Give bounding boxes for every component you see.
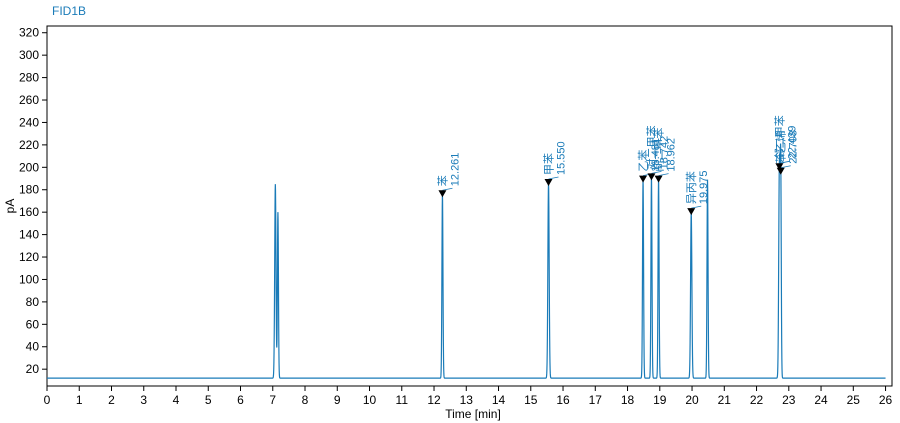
x-tick-label: 0 — [44, 393, 51, 407]
label-connector — [442, 187, 453, 191]
peak-compound-label: 乙苯 — [636, 150, 650, 172]
peak-marker — [639, 175, 648, 183]
x-tick-label: 22 — [750, 393, 764, 407]
label-connectors — [442, 160, 791, 209]
x-tick-label: 3 — [140, 393, 147, 407]
y-tick-label: 200 — [19, 160, 39, 174]
x-tick-label: 6 — [237, 393, 244, 407]
peak-marker — [776, 167, 785, 175]
x-tick-label: 5 — [205, 393, 212, 407]
x-tick-label: 1 — [76, 393, 83, 407]
y-tick-label: 140 — [19, 228, 39, 242]
peak-rt-label: 19.975 — [698, 171, 710, 205]
x-tick-label: 17 — [589, 393, 603, 407]
y-tick-label: 220 — [19, 138, 39, 152]
x-tick-label: 10 — [363, 393, 377, 407]
plot-frame — [46, 25, 893, 387]
y-tick-label: 120 — [19, 250, 39, 264]
label-connector — [780, 165, 791, 169]
peak-marker — [654, 175, 663, 183]
y-tick-label: 180 — [19, 183, 39, 197]
y-tick-label: 160 — [19, 205, 39, 219]
peak-compound-label: 间二甲苯 — [652, 128, 666, 172]
x-tick-label: 25 — [847, 393, 861, 407]
peak-compound-label: 对二甲苯 — [644, 125, 658, 169]
peak-rt-label: 18.742 — [658, 136, 670, 170]
y-tick-label: 320 — [19, 26, 39, 40]
x-tick-label: 8 — [302, 393, 309, 407]
detector-title: FID1B — [52, 4, 87, 18]
peak-marker — [438, 190, 447, 198]
label-connector — [548, 176, 559, 180]
peak-compound-label: 邻二甲苯 — [772, 115, 786, 159]
x-tick-label: 11 — [396, 393, 409, 407]
peak-rt-label: 22.439 — [786, 126, 798, 160]
y-tick-label: 20 — [26, 362, 40, 376]
y-tick-label: 280 — [19, 71, 39, 85]
x-tick-label: 26 — [879, 393, 893, 407]
y-axis-title: pA — [3, 199, 17, 214]
peak-rt-label: 18.962 — [666, 138, 678, 172]
x-tick-label: 23 — [782, 393, 796, 407]
x-tick-label: 2 — [108, 393, 115, 407]
y-tick-label: 60 — [26, 317, 40, 331]
y-tick-label: 100 — [19, 272, 39, 286]
x-tick-label: 14 — [492, 393, 506, 407]
y-tick-label: 40 — [26, 340, 40, 354]
y-tick-label: 240 — [19, 115, 39, 129]
peak-rt-label: 22.708 — [788, 130, 800, 164]
y-tick-label: 80 — [26, 295, 40, 309]
peak-marker — [544, 179, 553, 187]
x-tick-label: 15 — [524, 393, 538, 407]
peak-marker — [775, 163, 784, 171]
y-tick-label: 300 — [19, 48, 39, 62]
x-tick-label: 9 — [334, 393, 341, 407]
peak-compound-label: 甲苯 — [542, 153, 556, 175]
peak-rt-label: 18.481 — [650, 138, 662, 172]
peak-markers — [438, 163, 785, 216]
x-axis-title: Time [min] — [445, 407, 501, 421]
peak-compound-label: 异丙苯 — [684, 171, 698, 204]
label-connector — [651, 171, 662, 174]
peak-compound-label: 苯乙烯 — [774, 131, 788, 164]
peak-marker — [647, 173, 656, 181]
x-tick-label: 21 — [718, 393, 732, 407]
peak-marker — [687, 208, 696, 216]
x-tick-label: 16 — [556, 393, 570, 407]
x-tick-label: 4 — [173, 393, 180, 407]
x-tick-label: 13 — [460, 393, 474, 407]
peak-rt-label: 15.550 — [556, 141, 568, 175]
label-connector — [658, 173, 669, 177]
x-tick-label: 20 — [685, 393, 699, 407]
x-tick-label: 7 — [269, 393, 276, 407]
signal-trace — [47, 143, 886, 379]
label-connector — [691, 205, 702, 209]
axis-ticks: 0 1 2 3 4 5 6 7 8 9 10 11 12 13 14 15 16 17 18 19 20 21 22 23 24… — [19, 26, 893, 407]
peak-compound-label: 苯 — [435, 175, 449, 186]
x-tick-label: 12 — [427, 393, 441, 407]
peak-rt-label: 12.261 — [449, 153, 461, 187]
x-tick-label: 24 — [814, 393, 828, 407]
y-tick-label: 260 — [19, 93, 39, 107]
x-tick-label: 19 — [653, 393, 667, 407]
x-tick-label: 18 — [621, 393, 635, 407]
